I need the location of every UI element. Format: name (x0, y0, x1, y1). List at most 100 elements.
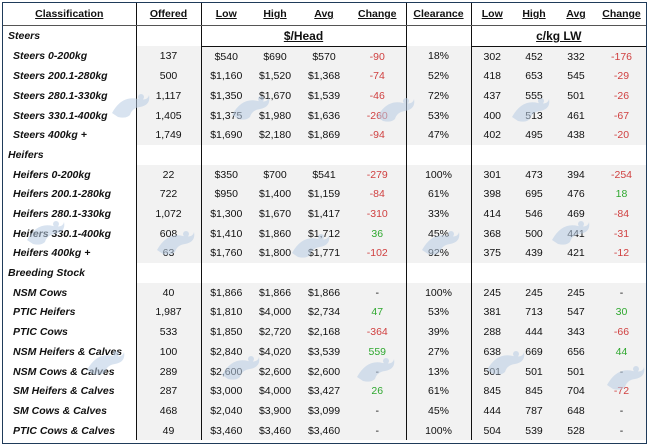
col-header-clearance: Clearance (406, 3, 472, 26)
row-low-head: $2,600 (201, 361, 251, 382)
row-classification: Heifers 280.1-330kg (3, 204, 137, 224)
row-change-ckg: - (597, 282, 646, 303)
row-classification: PTIC Cows (3, 322, 137, 342)
group-spacer (471, 263, 646, 283)
row-avg-head: $570 (299, 46, 349, 67)
row-high-ckg: 500 (513, 223, 555, 244)
group-spacer (201, 263, 407, 283)
table-row: Heifers 330.1-400kg 608 $1,410 $1,860 $1,712… (3, 223, 646, 244)
col-header-avg: Avg (299, 3, 349, 26)
row-offered: 608 (136, 223, 202, 244)
row-classification: PTIC Heifers (3, 302, 137, 323)
row-avg-head: $1,636 (299, 105, 349, 126)
row-high-ckg: 546 (513, 204, 555, 224)
row-avg-head: $3,460 (299, 420, 349, 441)
row-high-ckg: 653 (513, 66, 555, 87)
row-classification: Steers 200.1-280kg (3, 66, 137, 87)
row-classification: NSM Cows (3, 282, 137, 303)
row-classification: Heifers 330.1-400kg (3, 223, 137, 244)
row-low-ckg: 402 (471, 125, 513, 146)
row-low-ckg: 400 (471, 105, 513, 126)
group-spacer (201, 145, 407, 165)
row-offered: 49 (136, 420, 202, 441)
row-avg-head: $3,099 (299, 401, 349, 421)
group-spacer (406, 263, 472, 283)
col-header-change-ckg: Change (597, 3, 646, 26)
row-change-head: - (349, 282, 407, 303)
row-clearance: 45% (406, 401, 472, 421)
row-change-ckg: -26 (597, 86, 646, 106)
table-row: NSM Cows 40 $1,866 $1,866 $1,866-100% 245 245 2… (3, 282, 646, 303)
row-low-head: $950 (201, 184, 251, 205)
group-label: Steers (3, 25, 137, 47)
row-avg-head: $3,539 (299, 342, 349, 362)
row-high-ckg: 713 (513, 302, 555, 323)
table-row: Heifers 200.1-280kg 722 $950 $1,400 $1,159 -8… (3, 184, 646, 205)
row-clearance: 45% (406, 223, 472, 244)
row-high-ckg: 845 (513, 381, 555, 402)
row-classification: Steers 400kg + (3, 125, 137, 146)
row-avg-ckg: 545 (555, 66, 597, 87)
row-avg-head: $3,427 (299, 381, 349, 402)
row-low-head: $1,810 (201, 302, 251, 323)
row-clearance: 18% (406, 46, 472, 67)
row-offered: 1,405 (136, 105, 202, 126)
row-low-ckg: 444 (471, 401, 513, 421)
row-low-head: $2,840 (201, 342, 251, 362)
row-change-head: 26 (349, 381, 407, 402)
row-avg-head: $2,600 (299, 361, 349, 382)
row-low-head: $350 (201, 164, 251, 185)
col-header-high: High (251, 3, 299, 26)
row-clearance: 61% (406, 381, 472, 402)
table-row: Heifers 280.1-330kg 1,072 $1,300 $1,670 $1,4… (3, 204, 646, 224)
row-avg-ckg: 501 (555, 361, 597, 382)
row-classification: NSM Heifers & Calves (3, 342, 137, 362)
row-low-head: $1,850 (201, 322, 251, 342)
table-row: SM Heifers & Calves 287 $3,000 $4,000 $3,427… (3, 381, 646, 402)
row-low-head: $3,460 (201, 420, 251, 441)
row-avg-ckg: 547 (555, 302, 597, 323)
row-change-ckg: -12 (597, 243, 646, 264)
group-spacer (406, 25, 472, 47)
row-change-ckg: - (597, 401, 646, 421)
row-avg-ckg: 461 (555, 105, 597, 126)
row-high-head: $3,460 (251, 420, 299, 441)
row-high-ckg: 245 (513, 282, 555, 303)
row-high-ckg: 695 (513, 184, 555, 205)
row-change-ckg: -254 (597, 164, 646, 185)
row-high-head: $1,670 (251, 204, 299, 224)
row-high-ckg: 555 (513, 86, 555, 106)
row-high-head: $700 (251, 164, 299, 185)
table-row: NSM Cows & Calves 289 $2,600 $2,600 $2,600-1… (3, 361, 646, 382)
row-change-head: - (349, 361, 407, 382)
row-clearance: 72% (406, 86, 472, 106)
table-row: Steers 400kg +1,749 $1,690 $2,180 $1,869 -94… (3, 125, 646, 146)
group-label: Breeding Stock (3, 263, 137, 283)
row-offered: 22 (136, 164, 202, 185)
row-low-head: $1,375 (201, 105, 251, 126)
row-change-head: -90 (349, 46, 407, 67)
table-row: PTIC Cows & Calves 49 $3,460 $3,460 $3,460-1… (3, 420, 646, 441)
row-low-ckg: 501 (471, 361, 513, 382)
row-offered: 287 (136, 381, 202, 402)
row-clearance: 100% (406, 420, 472, 441)
row-offered: 500 (136, 66, 202, 87)
price-table: Classification Offered Low High Avg Chan… (3, 3, 646, 441)
row-low-ckg: 375 (471, 243, 513, 264)
row-clearance: 39% (406, 322, 472, 342)
row-low-ckg: 288 (471, 322, 513, 342)
row-change-head: 36 (349, 223, 407, 244)
row-high-ckg: 513 (513, 105, 555, 126)
col-header-change: Change (349, 3, 407, 26)
row-offered: 1,749 (136, 125, 202, 146)
row-offered: 100 (136, 342, 202, 362)
row-high-head: $2,720 (251, 322, 299, 342)
row-low-head: $1,690 (201, 125, 251, 146)
row-high-head: $4,000 (251, 381, 299, 402)
row-clearance: 52% (406, 66, 472, 87)
row-high-ckg: 439 (513, 243, 555, 264)
row-high-ckg: 787 (513, 401, 555, 421)
row-change-head: - (349, 420, 407, 441)
row-low-ckg: 418 (471, 66, 513, 87)
table-row: PTIC Cows 533 $1,850 $2,720 $2,168 -364 39% 288… (3, 322, 646, 342)
